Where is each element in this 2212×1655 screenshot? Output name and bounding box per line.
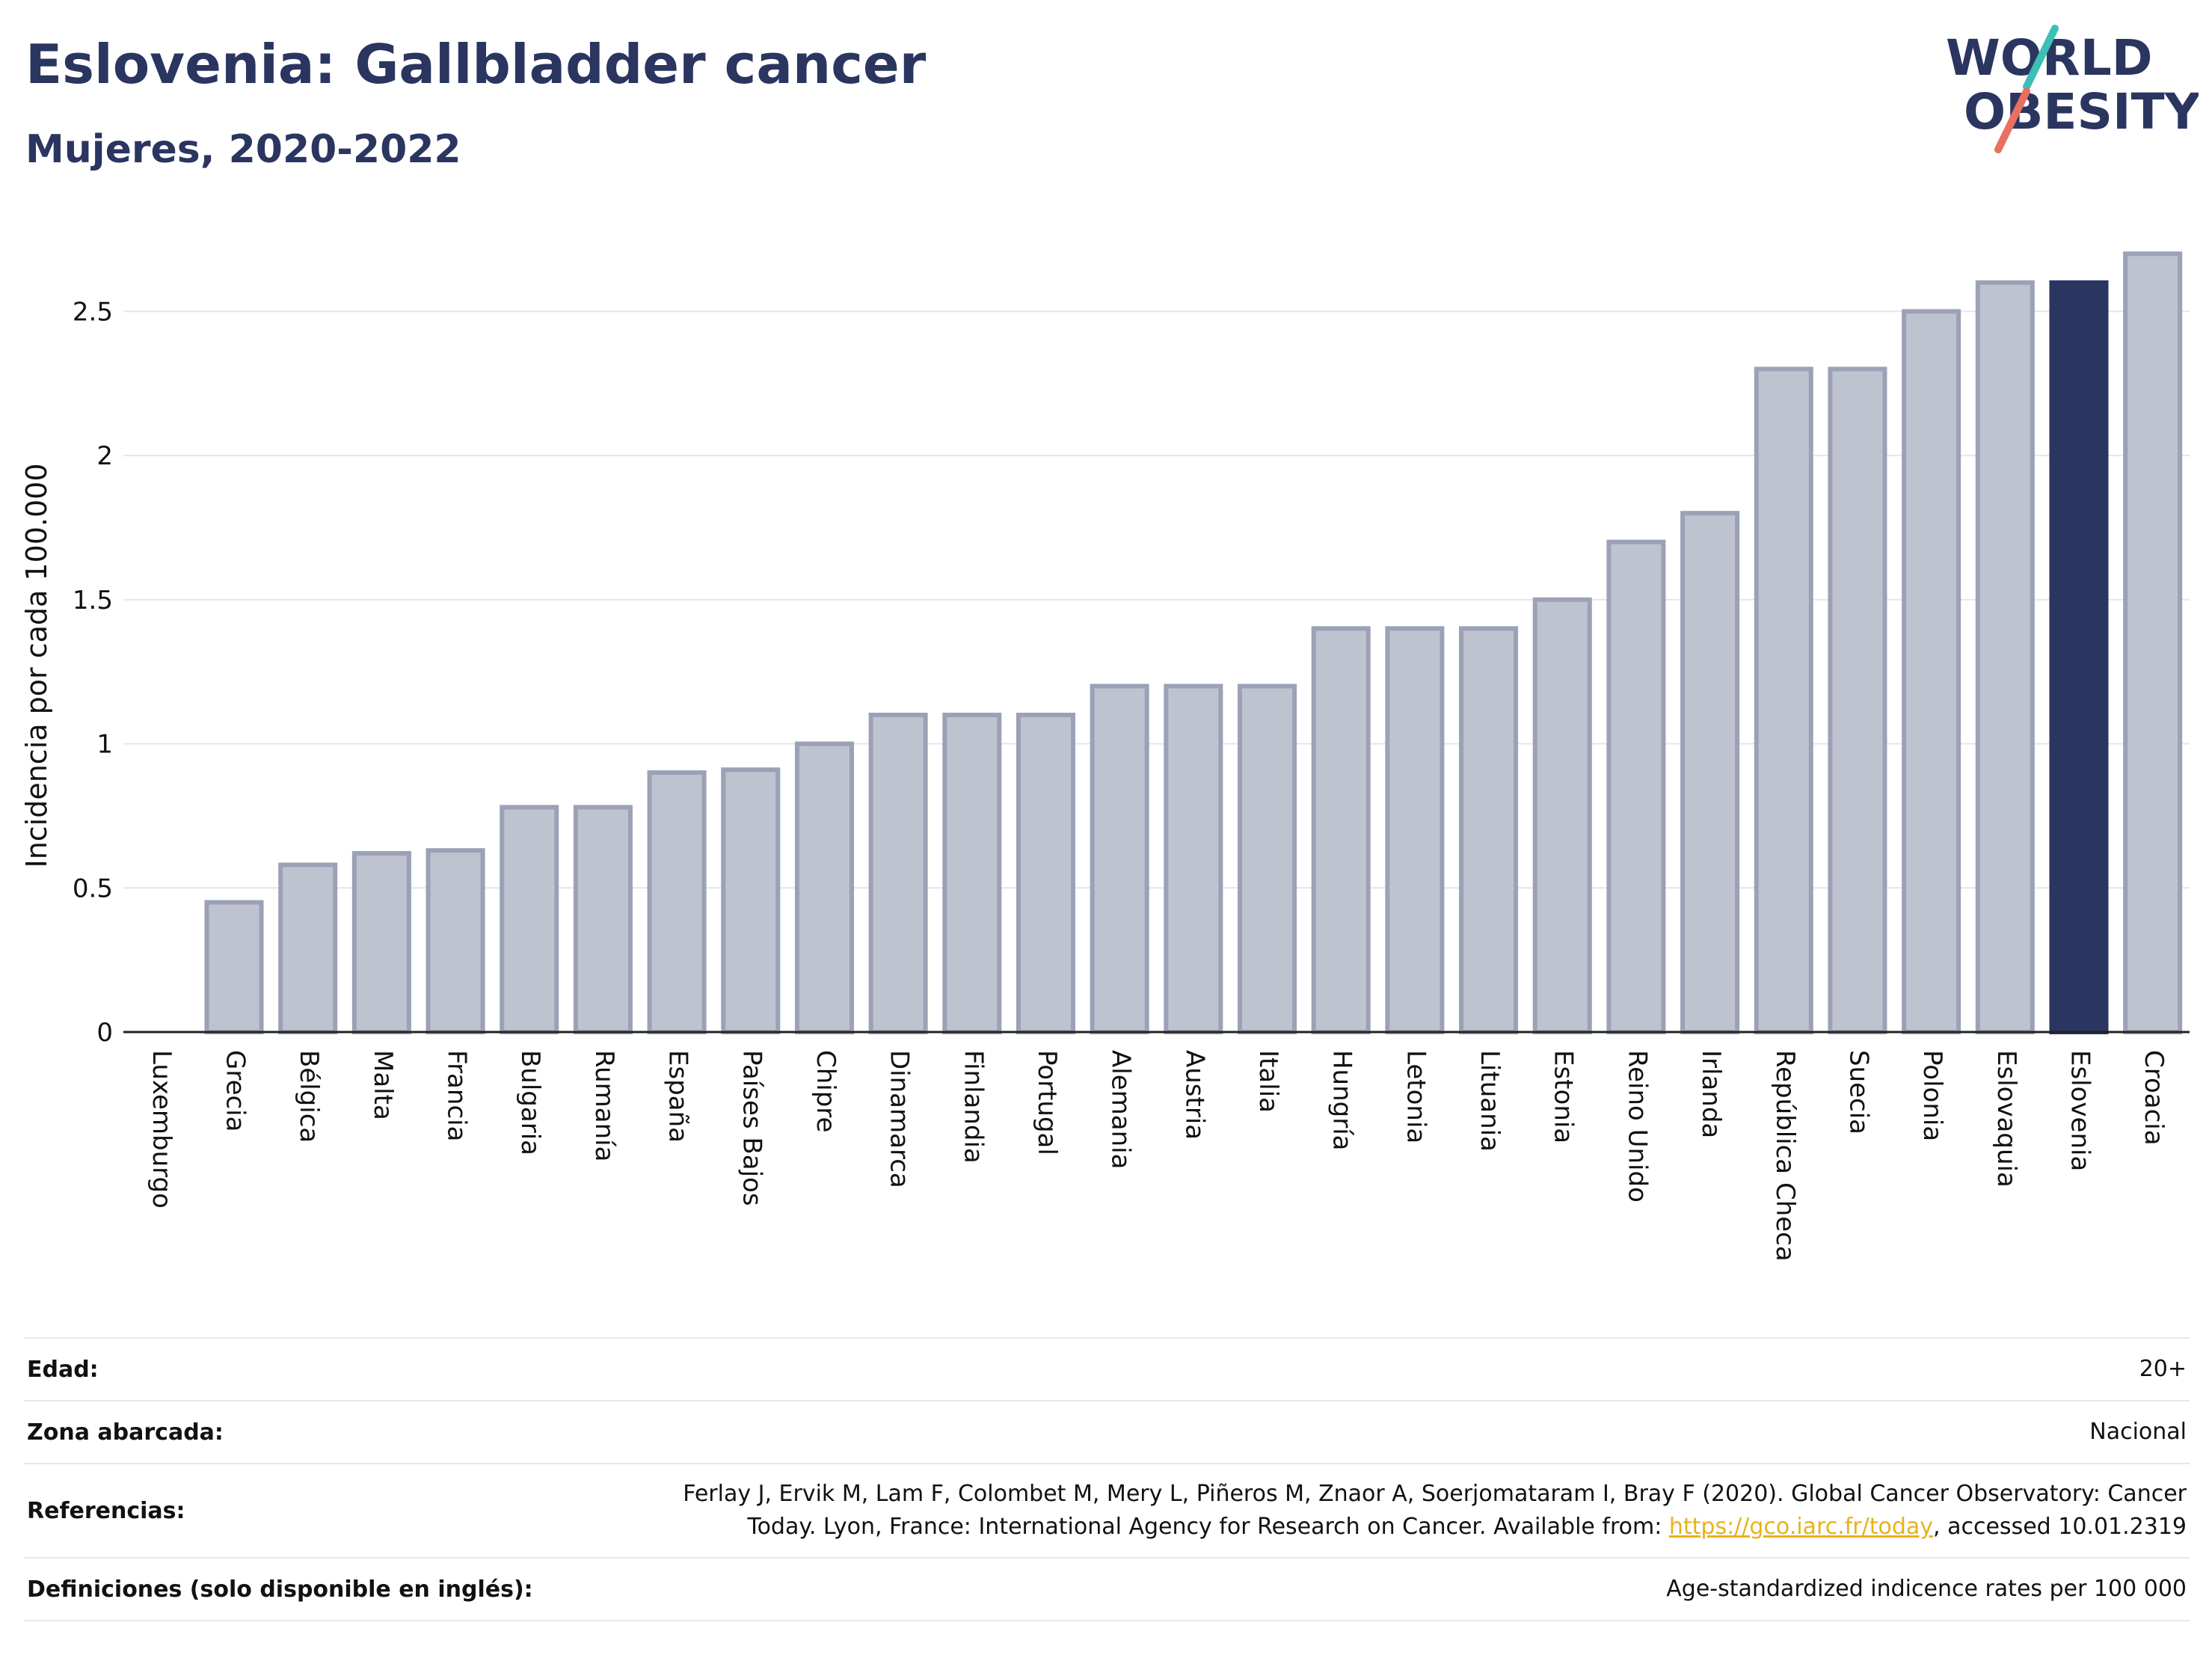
y-tick-label: 0.5 (73, 873, 113, 903)
x-tick-label: Hungría (1327, 1050, 1357, 1151)
world-obesity-logo: WORLD OBESITY (1946, 25, 2199, 153)
x-tick-label: Grecia (221, 1050, 251, 1132)
info-row-definitions: Definiciones (solo disponible en inglés)… (24, 1557, 2190, 1621)
bar-españa (647, 770, 707, 1035)
bar-francia (425, 848, 485, 1035)
y-tick-labels: 0 0.5 1 1.5 2 2.5 (73, 297, 113, 1048)
references-link[interactable]: https://gco.iarc.fr/today (1668, 1514, 1934, 1540)
bar-estonia (1532, 597, 1592, 1034)
x-tick-label: Bélgica (294, 1050, 324, 1143)
references-label: Referencias: (24, 1463, 613, 1558)
bar-chipre (794, 741, 854, 1035)
area-value: Nacional (613, 1400, 2190, 1464)
bar-croacia (2123, 251, 2183, 1035)
x-tick-label: Letonia (1401, 1050, 1431, 1143)
bar-reino-unido (1606, 539, 1666, 1034)
x-tick-label: Portugal (1032, 1050, 1062, 1155)
bar-dinamarca (868, 713, 928, 1034)
bars (204, 251, 2183, 1035)
bar-países-bajos (721, 767, 781, 1034)
bar-italia (1238, 684, 1297, 1034)
x-tick-label: Estonia (1549, 1050, 1579, 1143)
references-accessed: , accessed 10.01.2319 (1933, 1514, 2187, 1540)
info-row-area: Zona abarcada: Nacional (24, 1400, 2190, 1464)
bar-suecia (1828, 366, 1887, 1035)
chart-subtitle: Mujeres, 2020-2022 (25, 127, 461, 172)
x-tick-label: Eslovaquia (1991, 1050, 2021, 1188)
chart-title: Eslovenia: Gallbladder cancer (25, 33, 927, 96)
references-value: Ferlay J, Ervik M, Lam F, Colombet M, Me… (613, 1463, 2190, 1558)
references-text: Ferlay J, Ervik M, Lam F, Colombet M, Me… (683, 1481, 2187, 1540)
x-tick-label: Lituania (1475, 1050, 1505, 1152)
bar-letonia (1385, 626, 1445, 1034)
age-value: 20+ (613, 1337, 2190, 1401)
age-label: Edad: (24, 1337, 613, 1401)
bar-polonia (1902, 309, 1961, 1034)
x-tick-labels: Luxemburgo Grecia Bélgica Malta Francia Bulga… (147, 1050, 2169, 1262)
y-tick-label: 2.5 (73, 297, 113, 327)
bar-alemania (1090, 684, 1149, 1034)
x-tick-label: Rumanía (589, 1050, 619, 1161)
x-tick-label: Eslovenia (2065, 1050, 2095, 1171)
area-label: Zona abarcada: (24, 1400, 613, 1464)
logo-text-obesity: OBESITY (1964, 83, 2199, 141)
bar-lituania (1459, 626, 1519, 1034)
x-tick-label: Irlanda (1696, 1050, 1726, 1138)
bar-eslovaquia (1975, 280, 2035, 1034)
x-tick-label: Austria (1179, 1050, 1209, 1140)
bar-hungría (1311, 626, 1371, 1034)
definitions-value: Age-standardized indicence rates per 100… (613, 1557, 2190, 1621)
bar-eslovenia (2049, 280, 2109, 1034)
x-tick-label: Italia (1253, 1050, 1283, 1113)
bar-chart: 0 0.5 1 1.5 2 2.5 Luxemburgo Grecia Bélgica Malt… (20, 251, 2190, 1262)
x-tick-label: Croacia (2139, 1050, 2169, 1146)
bar-bulgaria (500, 805, 559, 1034)
x-tick-label: Países Bajos (737, 1050, 766, 1206)
y-axis-label: Incidencia por cada 100.000 (20, 463, 53, 868)
x-tick-label: Malta (368, 1050, 398, 1120)
x-tick-label: Bulgaria (515, 1050, 545, 1155)
bar-rumanía (573, 805, 633, 1034)
bar-austria (1164, 684, 1223, 1034)
x-tick-label: Polonia (1917, 1050, 1947, 1141)
x-tick-label: Luxemburgo (147, 1050, 176, 1209)
bar-finlandia (942, 713, 1002, 1034)
x-tick-label: Reino Unido (1622, 1050, 1652, 1203)
info-row-references: Referencias: Ferlay J, Ervik M, Lam F, C… (24, 1463, 2190, 1558)
y-tick-label: 0 (96, 1018, 113, 1048)
info-row-age: Edad: 20+ (24, 1337, 2190, 1401)
bar-portugal (1016, 713, 1075, 1034)
bar-grecia (204, 900, 264, 1034)
x-tick-label: República Checa (1770, 1050, 1800, 1262)
x-tick-label: Suecia (1843, 1050, 1873, 1134)
x-tick-label: Finlandia (958, 1050, 988, 1164)
definitions-label: Definiciones (solo disponible en inglés)… (24, 1557, 613, 1621)
logo-slash-coral (1994, 87, 2030, 153)
x-tick-label: Dinamarca (885, 1050, 915, 1188)
y-tick-label: 2 (96, 441, 113, 471)
logo-slash-teal (2023, 25, 2059, 90)
x-tick-label: España (663, 1050, 693, 1143)
x-tick-label: Chipre (811, 1050, 841, 1132)
x-tick-label: Alemania (1106, 1050, 1136, 1169)
bar-malta (351, 851, 411, 1034)
y-tick-label: 1.5 (73, 586, 113, 615)
info-table: Edad: 20+ Zona abarcada: Nacional Refere… (24, 1337, 2190, 1621)
bar-república-checa (1754, 366, 1813, 1035)
bar-bélgica (278, 862, 338, 1035)
x-tick-label: Francia (442, 1050, 472, 1141)
y-tick-label: 1 (96, 730, 113, 760)
bar-irlanda (1680, 511, 1740, 1034)
